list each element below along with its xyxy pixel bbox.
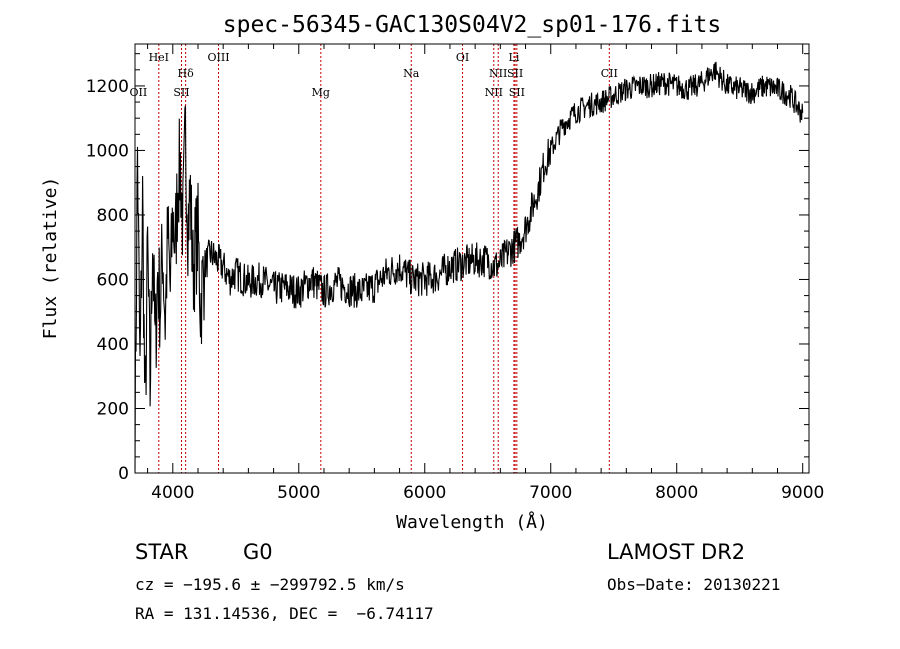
line-label: SII <box>173 86 189 99</box>
y-tick-label: 400 <box>97 335 129 355</box>
emission-line-markers <box>158 44 610 473</box>
line-label: CII <box>601 67 618 80</box>
coordinates-radec: RA = 131.14536, DEC = −6.74117 <box>135 604 434 623</box>
y-tick-label: 0 <box>118 464 129 484</box>
spectrum-line <box>134 61 804 472</box>
y-axis-ticks: 0 200 400 600 800 1000 1200 <box>86 53 809 484</box>
line-label: SII <box>509 86 525 99</box>
y-tick-label: 1200 <box>86 77 129 97</box>
x-tick-label: 4000 <box>151 483 194 503</box>
line-label: HeI <box>149 51 169 64</box>
y-axis-label: Flux (relative) <box>40 177 61 340</box>
x-tick-label: 9000 <box>781 483 824 503</box>
x-tick-label: 8000 <box>655 483 698 503</box>
x-tick-label: 6000 <box>403 483 446 503</box>
observation-date: Obs−Date: 20130221 <box>607 575 781 594</box>
plot-frame <box>134 43 810 474</box>
line-label: Li <box>509 51 520 64</box>
x-tick-label: 7000 <box>529 483 572 503</box>
line-label: Hδ <box>178 67 195 80</box>
line-label: NII <box>485 86 503 99</box>
y-tick-label: 600 <box>97 270 129 290</box>
chart-title: spec-56345-GAC130S04V2_sp01-176.fits <box>223 12 722 38</box>
line-label: Na <box>403 67 420 80</box>
x-axis-label: Wavelength (Å) <box>396 511 548 533</box>
object-subclass: G0 <box>243 540 273 564</box>
line-label: Mg <box>312 86 330 99</box>
line-label: SII <box>507 67 523 80</box>
y-tick-label: 800 <box>97 206 129 226</box>
y-tick-label: 200 <box>97 399 129 419</box>
x-axis-ticks: 4000 5000 6000 7000 8000 9000 <box>147 44 824 503</box>
y-tick-label: 1000 <box>86 141 129 161</box>
line-label: OI <box>456 51 469 64</box>
redshift-cz: cz = −195.6 ± −299792.5 km/s <box>135 575 405 594</box>
line-label: NII <box>489 67 507 80</box>
line-label: OIII <box>207 51 229 64</box>
line-label: OII <box>130 86 148 99</box>
survey-name: LAMOST DR2 <box>607 540 746 564</box>
x-tick-label: 5000 <box>277 483 320 503</box>
object-class: STAR <box>135 540 189 564</box>
